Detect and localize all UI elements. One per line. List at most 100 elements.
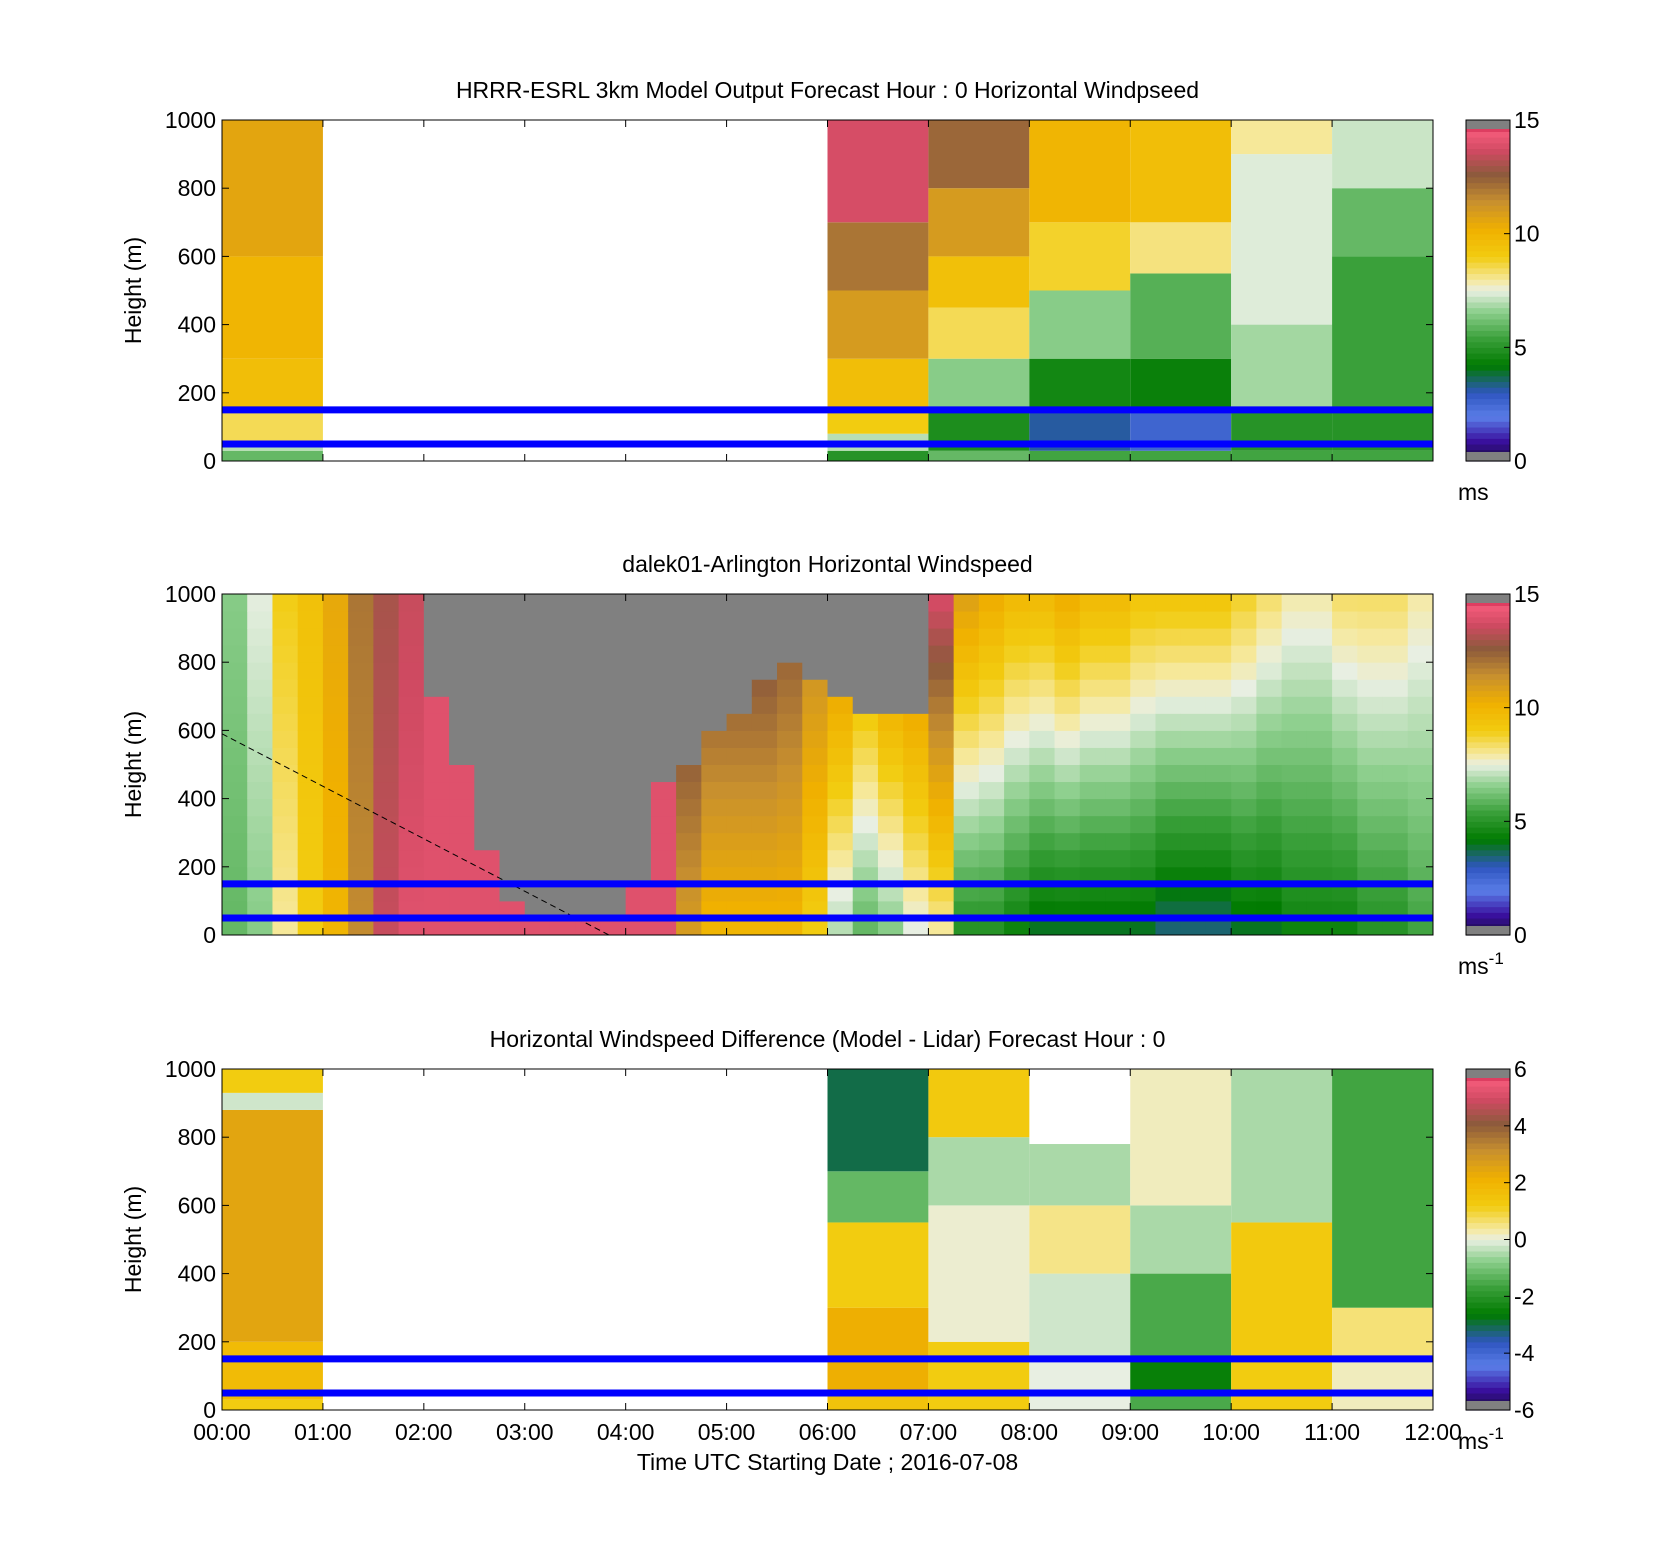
heatmap-cell — [701, 645, 728, 663]
heatmap-cell — [777, 645, 803, 663]
heatmap-cell — [650, 713, 677, 731]
heatmap-cell — [373, 866, 400, 885]
colorbar-segment — [1466, 809, 1510, 817]
heatmap-cell — [1155, 815, 1182, 834]
colorbar-segment — [1466, 758, 1510, 766]
colorbar-segment — [1466, 324, 1510, 331]
x-tick-label: 06:00 — [799, 1419, 857, 1445]
heatmap-cell — [297, 747, 324, 765]
heatmap-cell — [272, 696, 299, 714]
heatmap-cell — [247, 713, 273, 731]
heatmap-cell — [978, 917, 1005, 936]
heatmap-cell — [524, 730, 551, 748]
colorbar-segment — [1466, 667, 1510, 675]
heatmap-cell — [777, 815, 803, 834]
colorbar-segment — [1466, 1319, 1510, 1326]
heatmap-cell — [247, 611, 273, 629]
heatmap-cell — [524, 594, 551, 612]
heatmap-cell — [777, 917, 803, 936]
heatmap-cell — [1332, 256, 1433, 410]
heatmap-cell — [650, 798, 677, 817]
heatmap-cell — [398, 594, 425, 612]
heatmap-cell — [1256, 815, 1283, 834]
heatmap-cell — [322, 628, 349, 646]
heatmap-cell — [423, 781, 450, 800]
heatmap-cell — [1382, 883, 1409, 902]
heatmap-cell — [474, 917, 501, 936]
heatmap-cell — [499, 628, 526, 646]
heatmap-cell — [600, 645, 627, 663]
heatmap-cell — [272, 611, 299, 629]
heatmap-cell — [449, 815, 475, 834]
heatmap-cell — [1079, 883, 1106, 902]
heatmap-cell — [1130, 645, 1156, 663]
colorbar-segment — [1466, 1171, 1510, 1178]
heatmap-cell — [827, 628, 854, 646]
heatmap-cell — [877, 781, 904, 800]
colorbar-segment — [1466, 628, 1510, 635]
heatmap-cell — [1306, 645, 1333, 663]
colorbar-segment — [1466, 1358, 1510, 1366]
heatmap-cell — [827, 696, 854, 714]
heatmap-cell — [1231, 324, 1333, 410]
heatmap-cell — [676, 849, 702, 868]
heatmap-cell — [348, 815, 374, 834]
heatmap-cell — [978, 662, 1005, 680]
heatmap-cell — [222, 832, 248, 851]
heatmap-cell — [1155, 832, 1182, 851]
heatmap-cell — [222, 764, 248, 783]
heatmap-cell — [928, 917, 955, 936]
heatmap-cell — [1281, 832, 1308, 851]
heatmap-cell — [247, 866, 273, 885]
heatmap-cell — [726, 764, 753, 783]
heatmap-cell — [978, 815, 1005, 834]
heatmap-cell — [751, 713, 778, 731]
heatmap-cell — [549, 815, 576, 834]
heatmap-cell — [928, 849, 955, 868]
heatmap-cell — [600, 866, 627, 885]
heatmap-cell — [777, 883, 803, 902]
heatmap-cell — [272, 781, 299, 800]
heatmap-cell — [777, 713, 803, 731]
heatmap-cell — [1205, 662, 1232, 680]
heatmap-cell — [1054, 662, 1081, 680]
heatmap-cell — [247, 849, 273, 868]
heatmap-cell — [676, 917, 702, 936]
heatmap-cell — [676, 832, 702, 851]
heatmap-cell — [1306, 917, 1333, 936]
colorbar-segment — [1466, 883, 1510, 891]
heatmap-cell — [1004, 781, 1030, 800]
heatmap-cell — [1079, 747, 1106, 765]
colorbar-segment — [1466, 1341, 1510, 1349]
heatmap-cell — [1105, 594, 1131, 612]
heatmap-cell — [1180, 611, 1207, 629]
heatmap-cell — [751, 645, 778, 663]
heatmap-cell — [297, 798, 324, 817]
heatmap-cell — [827, 409, 929, 434]
heatmap-cell — [373, 917, 400, 936]
heatmap-cell — [1306, 832, 1333, 851]
heatmap-cell — [1029, 696, 1056, 714]
heatmap-cell — [1029, 815, 1056, 834]
heatmap-cell — [1180, 628, 1207, 646]
heatmap-cell — [1004, 696, 1030, 714]
heatmap-cell — [928, 679, 955, 697]
colorbar-segment — [1466, 622, 1510, 629]
heatmap-cell — [1306, 900, 1333, 919]
heatmap-cell — [877, 849, 904, 868]
colorbar-segment — [1466, 1182, 1510, 1189]
x-tick-label: 05:00 — [698, 1419, 756, 1445]
heatmap-cell — [1205, 798, 1232, 817]
heatmap-cell — [1029, 764, 1056, 783]
heatmap-cell — [903, 764, 929, 783]
heatmap-cell — [802, 594, 828, 612]
heatmap-cell — [1054, 866, 1081, 885]
heatmap-cell — [1004, 883, 1030, 902]
colorbar-segment — [1466, 1211, 1510, 1218]
heatmap-cell — [222, 594, 248, 612]
heatmap-cell — [423, 645, 450, 663]
heatmap-cell — [625, 747, 652, 765]
heatmap-cell — [575, 645, 601, 663]
heatmap-cell — [877, 747, 904, 765]
heatmap-cell — [272, 713, 299, 731]
